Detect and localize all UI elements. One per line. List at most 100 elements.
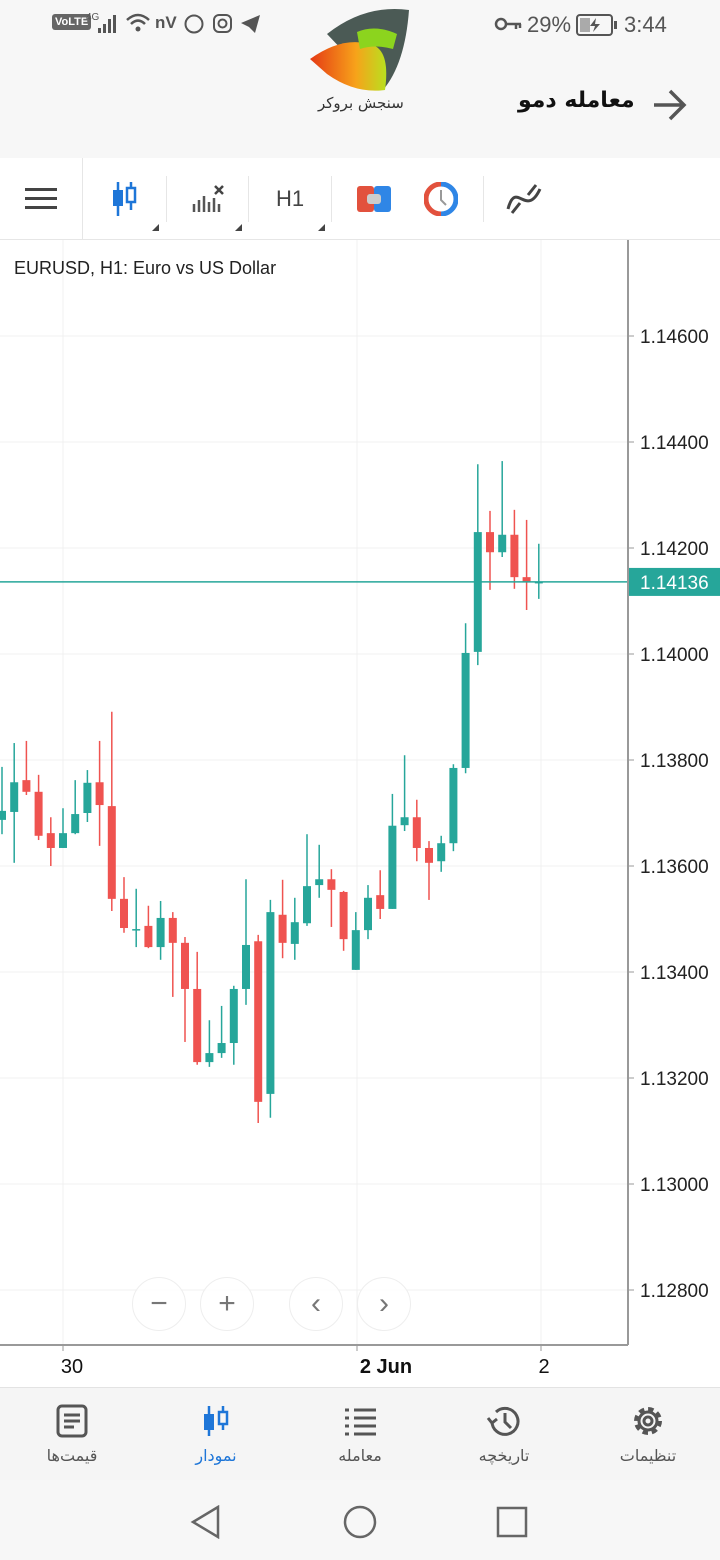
x-tick-label: 2 Jun xyxy=(360,1356,412,1378)
y-tick-label: 1.13600 xyxy=(640,857,709,878)
y-tick-label: 1.14200 xyxy=(640,539,709,560)
history-clock-button[interactable] xyxy=(412,158,470,240)
candle-body xyxy=(193,988,202,1063)
nav-label: نمودار xyxy=(195,1446,237,1465)
clock: 3:44 xyxy=(624,12,667,37)
candle-body xyxy=(400,817,409,826)
zoom-out-button[interactable]: − xyxy=(132,1277,186,1331)
candle-body xyxy=(498,534,507,553)
nav-chart[interactable]: نمودار xyxy=(144,1388,288,1481)
brand-logo xyxy=(310,9,409,91)
y-tick-label: 1.13800 xyxy=(640,751,709,772)
candle-body xyxy=(181,942,189,989)
home-circle-icon[interactable] xyxy=(342,1504,378,1540)
price-chart[interactable]: 1.14600 1.14400 1.14200 1.14000 1.13800 1.136… xyxy=(0,240,720,1387)
candle-body xyxy=(315,879,324,886)
candle-body xyxy=(83,782,92,813)
chart-toolbar: H1 xyxy=(0,158,720,240)
indicators-icon xyxy=(192,185,224,212)
back-triangle-icon[interactable] xyxy=(190,1505,222,1539)
nav-label: تنظیمات xyxy=(619,1446,677,1465)
candle-body xyxy=(34,791,43,836)
quotes-icon xyxy=(56,1404,88,1438)
candle-body xyxy=(449,767,458,844)
candle-body xyxy=(510,534,519,578)
timeframe-button[interactable]: H1 xyxy=(275,186,305,211)
volte-icon: VoLTE xyxy=(52,14,92,30)
candle-body xyxy=(10,782,19,812)
candlestick-chart[interactable]: 1.14600 1.14400 1.14200 1.14000 1.13800 1.136… xyxy=(0,240,720,1387)
y-tick-label: 1.14600 xyxy=(640,327,709,348)
y-tick-label: 1.13400 xyxy=(640,963,709,984)
nav-quotes[interactable]: قیمت‌ها xyxy=(0,1388,144,1481)
candle-body xyxy=(22,780,31,792)
symbol-title: EURUSD, H1: Euro vs US Dollar xyxy=(14,258,277,278)
candle-body xyxy=(46,833,55,848)
candle-body xyxy=(168,917,177,943)
vpn-key-icon xyxy=(494,17,522,31)
candlestick-icon xyxy=(113,182,137,216)
nav-label: قیمت‌ها xyxy=(46,1446,98,1465)
nav-history[interactable]: تاریخچه xyxy=(432,1388,576,1481)
candle-body xyxy=(254,941,263,1102)
x-tick-label: 30 xyxy=(61,1356,83,1378)
scroll-right-button[interactable]: › xyxy=(357,1277,411,1331)
current-price-label: 1.14136 xyxy=(640,573,709,594)
nav-trade[interactable]: معامله xyxy=(288,1388,432,1481)
scroll-left-button[interactable]: ‹ xyxy=(289,1277,343,1331)
chart-icon xyxy=(204,1406,229,1436)
candle-body xyxy=(95,782,104,806)
candle-body xyxy=(278,914,287,943)
settings-icon xyxy=(634,1407,662,1435)
candle-body xyxy=(412,817,421,848)
arrow-right-icon[interactable] xyxy=(650,86,690,124)
zoom-in-button[interactable]: + xyxy=(200,1277,254,1331)
nav-label: معامله xyxy=(338,1446,382,1465)
trade-button[interactable] xyxy=(345,158,403,240)
candle-body xyxy=(364,897,372,931)
candle-body xyxy=(132,929,141,931)
candle-body xyxy=(59,833,67,848)
network-type: 4G xyxy=(86,12,100,23)
candle-body xyxy=(205,1053,214,1063)
menu-icon xyxy=(25,188,57,209)
indicators-button[interactable] xyxy=(178,158,238,240)
nav-settings[interactable]: تنظیمات xyxy=(576,1388,720,1481)
bottom-nav: قیمت‌ها نمودار معامله تاریخچه تنظیمات xyxy=(0,1387,720,1480)
candle-body xyxy=(107,806,116,899)
candle-body xyxy=(376,895,385,909)
chart-type-button[interactable] xyxy=(95,158,155,240)
y-tick-label: 1.13200 xyxy=(640,1069,709,1090)
candle-body xyxy=(473,532,482,652)
nav-label: تاریخچه xyxy=(478,1446,530,1465)
clock-icon xyxy=(424,182,458,216)
candle-body xyxy=(351,930,360,970)
candle-body xyxy=(303,886,311,924)
wifi-icon xyxy=(126,13,150,32)
trade-icon xyxy=(357,186,391,212)
vpn-indicator: nV xyxy=(155,13,177,32)
y-tick-label: 1.13000 xyxy=(640,1175,709,1196)
menu-button[interactable] xyxy=(0,158,82,240)
trade-list-icon xyxy=(345,1408,376,1436)
candle-body xyxy=(229,988,238,1044)
candle-body xyxy=(242,944,250,989)
signal-icon xyxy=(98,15,116,33)
history-icon xyxy=(486,1406,520,1436)
status-bar: VoLTE 4G nV 29% 3:44 xyxy=(0,0,720,50)
y-tick-label: 1.14000 xyxy=(640,645,709,666)
telegram-icon xyxy=(241,15,260,33)
candle-body xyxy=(266,912,275,1094)
candle-body xyxy=(339,891,348,940)
objects-button[interactable] xyxy=(494,158,554,240)
recents-square-icon[interactable] xyxy=(496,1506,528,1538)
candle-body xyxy=(327,879,336,890)
candle-body xyxy=(461,652,470,768)
battery-percent: 29% xyxy=(527,12,572,37)
candle-body xyxy=(425,847,433,863)
candle-body xyxy=(388,825,397,909)
candle-body xyxy=(522,577,531,582)
candle-body xyxy=(144,925,153,948)
candle-body xyxy=(217,1043,226,1054)
whatsapp-icon xyxy=(184,14,204,34)
